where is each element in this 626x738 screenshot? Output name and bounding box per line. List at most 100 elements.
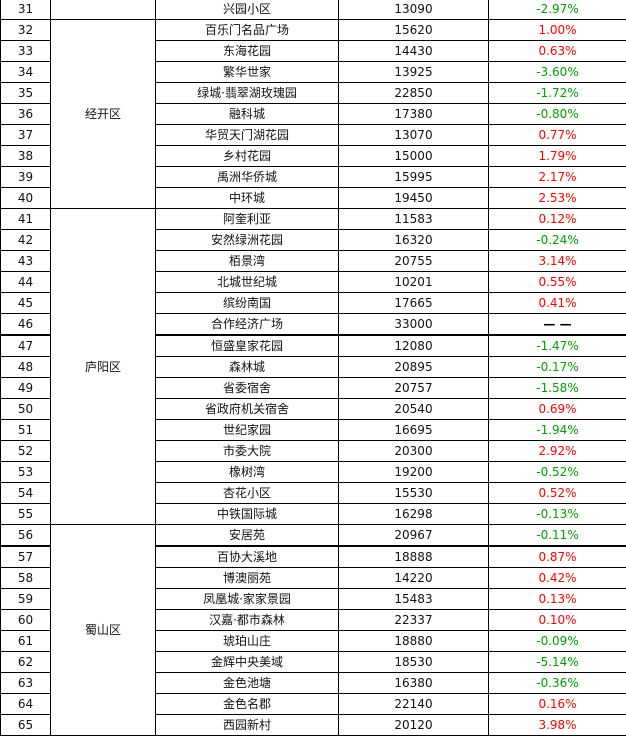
table-row: 32 经开区 百乐门名品广场 15620 1.00% [0, 19, 626, 209]
community-name: 杏花小区 [155, 482, 339, 504]
change-value: -1.72% [488, 82, 626, 104]
community-name: 金辉中央美域 [155, 651, 339, 673]
community-name: 市委大院 [155, 440, 339, 462]
community-name: 中环城 [155, 187, 339, 209]
community-name: 阿奎利亚 [155, 208, 339, 230]
row-number: 34 [0, 61, 51, 83]
price-value: 22337 [338, 609, 489, 631]
row-number: 52 [0, 440, 51, 462]
row-number: 45 [0, 292, 51, 314]
row-number: 38 [0, 145, 51, 167]
community-name: 省委宿舍 [155, 377, 339, 399]
change-value: -1.47% [488, 334, 626, 357]
price-value: 16320 [338, 229, 489, 251]
change-value: -0.80% [488, 103, 626, 125]
price-value: 12080 [338, 334, 489, 357]
price-value: 15530 [338, 482, 489, 504]
row-number: 58 [0, 567, 51, 589]
community-name: 融科城 [155, 103, 339, 125]
community-name: 博澳丽苑 [155, 567, 339, 589]
price-value: 13925 [338, 61, 489, 83]
change-value: — — [488, 313, 626, 336]
price-value: 15620 [338, 19, 489, 41]
price-value: 10201 [338, 271, 489, 293]
table-row: 57 百协大溪地 18888 0.87% [0, 545, 626, 568]
change-value: 3.98% [488, 714, 626, 736]
community-name: 金色池塘 [155, 672, 339, 694]
table-row: 31 兴园小区 13090 -2.97% [0, 0, 626, 20]
change-value: 0.10% [488, 609, 626, 631]
change-value: 0.55% [488, 271, 626, 293]
row-number: 56 [0, 524, 51, 547]
table-row: 41 庐阳区 阿奎利亚 11583 0.12% [0, 208, 626, 525]
row-number: 31 [0, 0, 51, 20]
change-value: 0.77% [488, 124, 626, 146]
table-row: 52 市委大院 20300 2.92% [0, 440, 626, 462]
community-name: 绿城·翡翠湖玫瑰园 [155, 82, 339, 104]
change-value: -0.09% [488, 630, 626, 652]
row-number: 61 [0, 630, 51, 652]
change-value: -0.36% [488, 672, 626, 694]
row-number: 48 [0, 356, 51, 378]
change-value: 2.53% [488, 187, 626, 209]
community-name: 华贸天门湖花园 [155, 124, 339, 146]
row-number: 44 [0, 271, 51, 293]
row-number: 64 [0, 693, 51, 715]
price-value: 13090 [338, 0, 489, 20]
change-value: 3.14% [488, 250, 626, 272]
change-value: -2.97% [488, 0, 626, 20]
row-number: 43 [0, 250, 51, 272]
row-number: 36 [0, 103, 51, 125]
row-number: 49 [0, 377, 51, 399]
change-value: -0.17% [488, 356, 626, 378]
table-row: 35 绿城·翡翠湖玫瑰园 22850 -1.72% [0, 82, 626, 104]
community-name: 东海花园 [155, 40, 339, 62]
table-row: 65 西园新村 20120 3.98% [0, 714, 626, 736]
price-value: 17665 [338, 292, 489, 314]
district-cell: 庐阳区 [50, 208, 156, 525]
row-number: 40 [0, 187, 51, 209]
row-number: 50 [0, 398, 51, 420]
table-row: 64 金色名郡 22140 0.16% [0, 693, 626, 715]
community-name: 缤纷南国 [155, 292, 339, 314]
price-value: 19200 [338, 461, 489, 483]
community-name: 恒盛皇家花园 [155, 334, 339, 357]
table-row: 38 乡村花园 15000 1.79% [0, 145, 626, 167]
row-number: 63 [0, 672, 51, 694]
price-value: 20120 [338, 714, 489, 736]
table-row: 42 安然绿洲花园 16320 -0.24% [0, 229, 626, 251]
price-value: 17380 [338, 103, 489, 125]
row-number: 37 [0, 124, 51, 146]
table-row: 39 禹洲华侨城 15995 2.17% [0, 166, 626, 188]
row-number: 57 [0, 545, 51, 568]
change-value: 0.13% [488, 588, 626, 610]
change-value: 0.41% [488, 292, 626, 314]
community-name: 百协大溪地 [155, 545, 339, 568]
row-number: 54 [0, 482, 51, 504]
community-name: 栢景湾 [155, 250, 339, 272]
community-name: 金色名郡 [155, 693, 339, 715]
community-name: 兴园小区 [155, 0, 339, 20]
change-value: 0.42% [488, 567, 626, 589]
row-number: 65 [0, 714, 51, 736]
row-number: 46 [0, 313, 51, 336]
price-value: 11583 [338, 208, 489, 230]
community-name: 省政府机关宿舍 [155, 398, 339, 420]
price-value: 22850 [338, 82, 489, 104]
row-number: 41 [0, 208, 51, 230]
price-value: 20967 [338, 524, 489, 547]
price-value: 14430 [338, 40, 489, 62]
change-value: 0.87% [488, 545, 626, 568]
price-value: 14220 [338, 567, 489, 589]
district-cell [50, 0, 156, 20]
community-name: 安然绿洲花园 [155, 229, 339, 251]
row-number: 39 [0, 166, 51, 188]
community-name: 森林城 [155, 356, 339, 378]
community-name: 繁华世家 [155, 61, 339, 83]
row-number: 33 [0, 40, 51, 62]
change-value: -3.60% [488, 61, 626, 83]
change-value: 0.52% [488, 482, 626, 504]
row-number: 55 [0, 503, 51, 525]
row-number: 60 [0, 609, 51, 631]
